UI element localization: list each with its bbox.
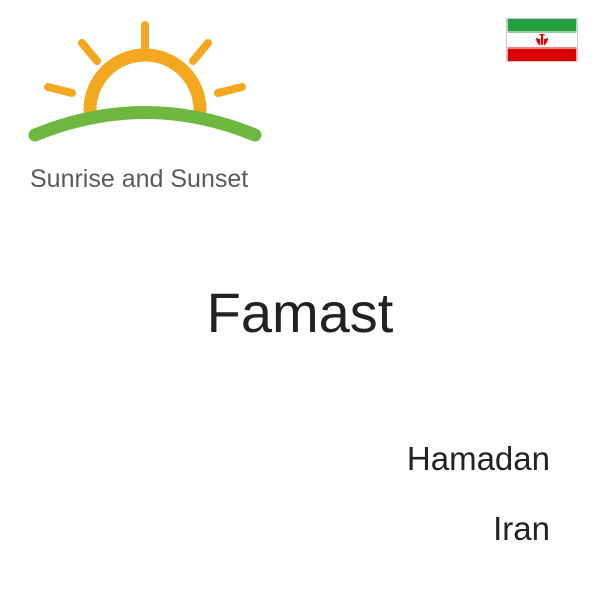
logo-label: Sunrise and Sunset bbox=[30, 165, 270, 194]
region-name: Hamadan bbox=[407, 440, 550, 478]
logo-area: Sunrise and Sunset bbox=[20, 15, 270, 215]
city-name: Famast bbox=[0, 280, 600, 345]
iran-flag bbox=[506, 18, 578, 62]
sunrise-sunset-icon bbox=[20, 15, 270, 155]
flag-icon bbox=[507, 19, 577, 61]
info-card: Sunrise and Sunset Famast Hamadan Iran bbox=[0, 0, 600, 600]
country-name: Iran bbox=[493, 510, 550, 548]
